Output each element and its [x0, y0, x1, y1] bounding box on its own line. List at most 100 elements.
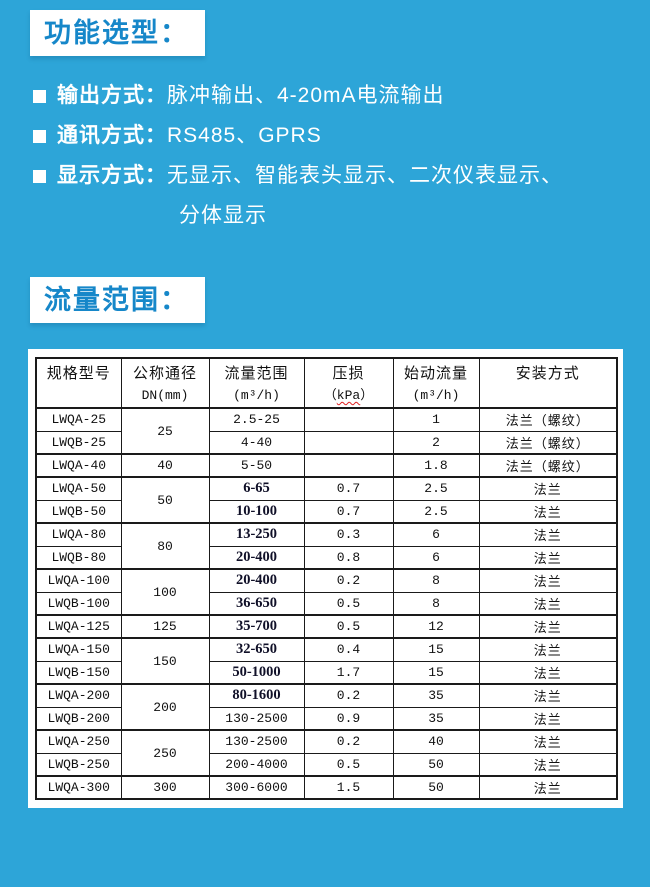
start-flow-cell: 1.8 — [392, 453, 480, 478]
start-flow-cell: 50 — [392, 775, 480, 800]
pressure-loss-cell: 0.5 — [303, 591, 394, 616]
start-flow-cell: 8 — [392, 568, 480, 593]
dn-cell: 250 — [120, 729, 210, 777]
table-row: LWQA-250 250 130-2500 0.2 40 法兰 — [35, 729, 618, 777]
flow-range-cell: 130-2500 — [208, 729, 305, 754]
flow-range-cell: 6-65 — [208, 476, 305, 501]
start-flow-cell: 8 — [392, 591, 480, 616]
install-cell: 法兰 — [478, 614, 618, 639]
start-flow-cell: 6 — [392, 545, 480, 570]
flow-range-table: 规格型号 公称通径 DN(mm) 流量范围 (m³/h) 压损 （kPa） — [35, 357, 618, 800]
model-cell: LWQB-200 — [35, 706, 122, 731]
col-unit: (m³/h) — [412, 388, 460, 403]
col-title: 流量范围 — [224, 365, 289, 382]
table-row: LWQB-25 4-40 2 法兰（螺纹） — [35, 430, 618, 455]
pressure-loss-cell: 1.7 — [303, 660, 394, 685]
list-item-text: 输出方式：脉冲输出、4-20mA电流输出 — [57, 76, 445, 116]
start-flow-cell: 2.5 — [392, 499, 480, 524]
table-row: LWQA-40 40 5-50 1.8 法兰（螺纹） — [35, 453, 618, 478]
feature-line1: 显示方式：无显示、智能表头显示、二次仪表显示、 — [57, 156, 563, 196]
pressure-loss-cell: 1.5 — [303, 775, 394, 800]
pressure-loss-cell — [303, 453, 394, 478]
model-cell: LWQA-80 — [35, 522, 122, 547]
pressure-loss-cell: 0.3 — [303, 522, 394, 547]
col-header-start-flow: 始动流量 (m³/h) — [392, 357, 480, 409]
start-flow-cell: 15 — [392, 637, 480, 662]
col-unit: （kPa） — [323, 388, 374, 403]
table-row: LWQA-25 25 2.5-25 1 法兰（螺纹） — [35, 407, 618, 455]
model-cell: LWQB-150 — [35, 660, 122, 685]
table-row: LWQB-80 20-400 0.8 6 法兰 — [35, 545, 618, 570]
dn-cell: 80 — [120, 522, 210, 570]
features-title: 功能选型： — [44, 18, 189, 48]
col-header-model: 规格型号 — [35, 357, 122, 409]
pressure-loss-cell: 0.2 — [303, 683, 394, 708]
table-row: LWQB-100 36-650 0.5 8 法兰 — [35, 591, 618, 616]
list-item-communication: 通讯方式：RS485、GPRS — [33, 116, 650, 156]
start-flow-cell: 35 — [392, 706, 480, 731]
start-flow-cell: 6 — [392, 522, 480, 547]
flow-range-cell: 200-4000 — [208, 752, 305, 777]
dn-cell: 40 — [120, 453, 210, 478]
features-title-badge: 功能选型： — [30, 10, 205, 56]
flow-range-cell: 13-250 — [208, 522, 305, 547]
pressure-loss-cell: 0.7 — [303, 499, 394, 524]
bullet-square-icon — [33, 90, 46, 103]
col-header-install: 安装方式 — [478, 357, 618, 409]
kpa-spellcheck-underline: kPa — [336, 388, 361, 403]
table-row: LWQA-100 100 20-400 0.2 8 法兰 — [35, 568, 618, 616]
col-unit: DN(mm) — [141, 388, 189, 403]
feature-value: 无显示、智能表头显示、二次仪表显示、 — [167, 164, 563, 187]
dn-cell: 25 — [120, 407, 210, 455]
pressure-loss-cell — [303, 407, 394, 432]
dn-cell: 150 — [120, 637, 210, 685]
model-cell: LWQB-100 — [35, 591, 122, 616]
flow-range-cell: 130-2500 — [208, 706, 305, 731]
pressure-loss-cell: 0.5 — [303, 614, 394, 639]
start-flow-cell: 1 — [392, 407, 480, 432]
feature-value: 脉冲输出、4-20mA电流输出 — [167, 84, 445, 107]
flow-range-title: 流量范围： — [44, 285, 189, 315]
flow-range-cell: 5-50 — [208, 453, 305, 478]
table-row: LWQA-300 300 300-6000 1.5 50 法兰 — [35, 775, 618, 800]
feature-value: RS485、GPRS — [167, 124, 322, 147]
install-cell: 法兰 — [478, 729, 618, 754]
table-row: LWQB-150 50-1000 1.7 15 法兰 — [35, 660, 618, 685]
model-cell: LWQB-50 — [35, 499, 122, 524]
install-cell: 法兰 — [478, 545, 618, 570]
model-cell: LWQA-125 — [35, 614, 122, 639]
table-row: LWQA-50 50 6-65 0.7 2.5 法兰 — [35, 476, 618, 524]
col-title: 压损 — [332, 365, 365, 382]
col-title: 安装方式 — [515, 365, 580, 382]
install-cell: 法兰 — [478, 476, 618, 501]
model-cell: LWQA-250 — [35, 729, 122, 754]
flow-range-title-badge: 流量范围： — [30, 277, 205, 323]
feature-label: 通讯方式： — [57, 124, 167, 147]
model-cell: LWQA-150 — [35, 637, 122, 662]
install-cell: 法兰 — [478, 637, 618, 662]
flow-range-cell: 36-650 — [208, 591, 305, 616]
flow-range-cell: 2.5-25 — [208, 407, 305, 432]
pressure-loss-cell: 0.5 — [303, 752, 394, 777]
start-flow-cell: 50 — [392, 752, 480, 777]
pressure-loss-cell: 0.2 — [303, 729, 394, 754]
features-list: 输出方式：脉冲输出、4-20mA电流输出 通讯方式：RS485、GPRS 显示方… — [33, 76, 650, 236]
list-item-output: 输出方式：脉冲输出、4-20mA电流输出 — [33, 76, 650, 116]
flow-range-cell: 20-400 — [208, 545, 305, 570]
col-title: 公称通径 — [132, 365, 197, 382]
pressure-loss-cell — [303, 430, 394, 455]
feature-label: 输出方式： — [57, 84, 167, 107]
install-cell: 法兰 — [478, 568, 618, 593]
col-header-diameter: 公称通径 DN(mm) — [120, 357, 210, 409]
flow-range-cell: 300-6000 — [208, 775, 305, 800]
col-header-pressure-loss: 压损 （kPa） — [303, 357, 394, 409]
model-cell: LWQB-25 — [35, 430, 122, 455]
pressure-loss-cell: 0.7 — [303, 476, 394, 501]
dn-cell: 300 — [120, 775, 210, 800]
start-flow-cell: 2.5 — [392, 476, 480, 501]
flow-range-cell: 20-400 — [208, 568, 305, 593]
model-cell: LWQA-40 — [35, 453, 122, 478]
flow-range-cell: 10-100 — [208, 499, 305, 524]
list-item-text: 显示方式：无显示、智能表头显示、二次仪表显示、 分体显示 — [57, 156, 563, 236]
model-cell: LWQA-200 — [35, 683, 122, 708]
